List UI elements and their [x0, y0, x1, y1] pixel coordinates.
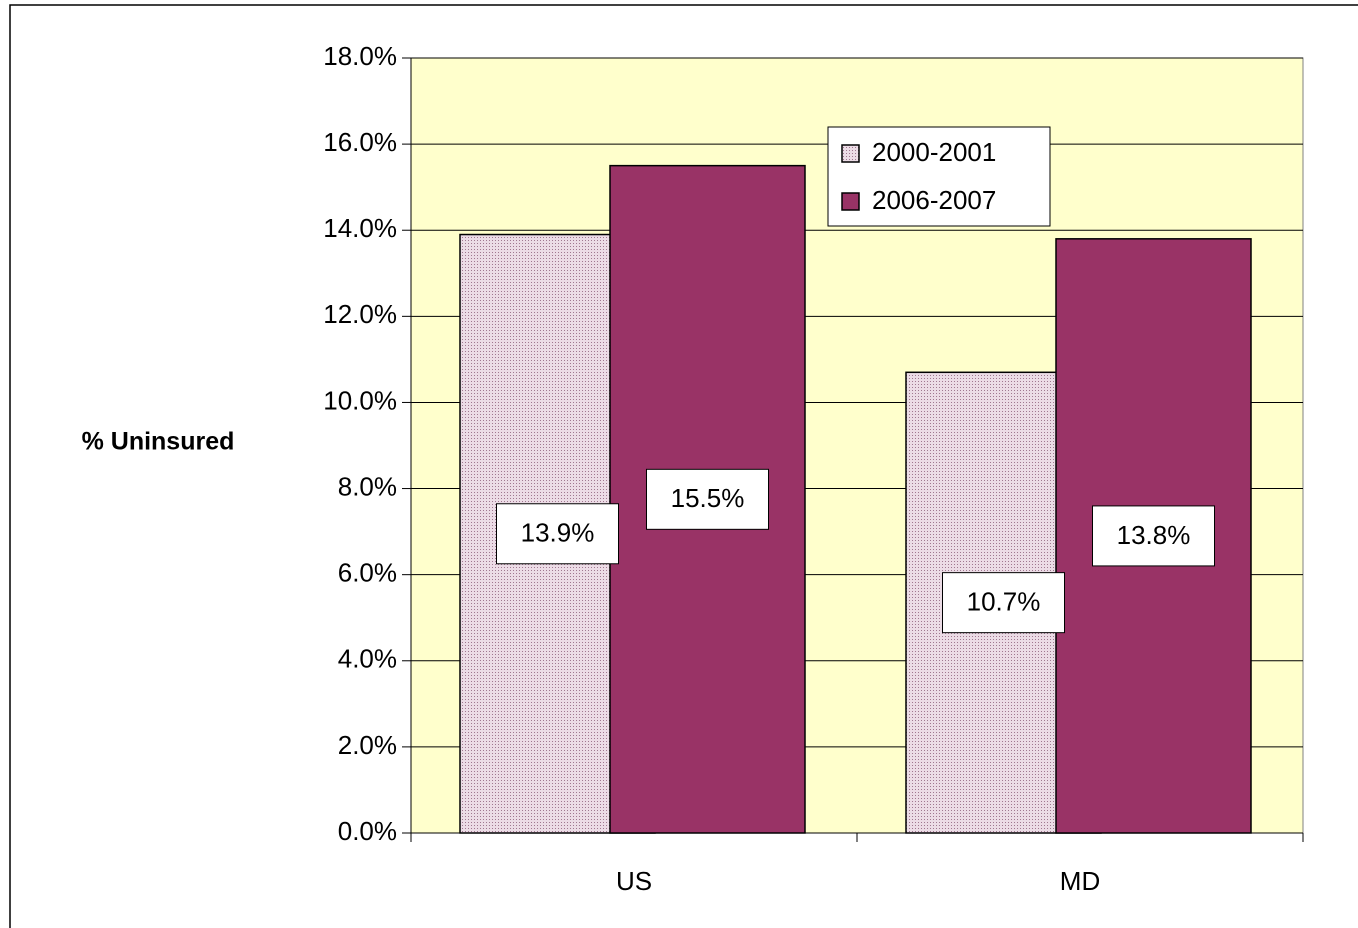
data-label-box [496, 503, 619, 565]
y-tick-label: 14.0% [323, 213, 397, 243]
y-axis-label: % Uninsured [82, 428, 235, 456]
y-tick-label: 16.0% [323, 127, 397, 157]
y-tick-label: 4.0% [338, 644, 397, 674]
data-label: 13.8% [1117, 520, 1191, 550]
data-label-box [646, 468, 769, 530]
x-tick-label: MD [1060, 866, 1100, 896]
x-tick-label: US [616, 866, 652, 896]
data-label: 13.9% [521, 518, 595, 548]
y-tick-label: 8.0% [338, 471, 397, 501]
y-tick-label: 12.0% [323, 299, 397, 329]
data-label: 15.5% [671, 483, 745, 513]
y-tick-label: 2.0% [338, 730, 397, 760]
y-tick-label: 6.0% [338, 558, 397, 588]
legend-swatch [841, 192, 860, 211]
y-tick-label: 18.0% [323, 41, 397, 71]
legend-label: 2006-2007 [872, 185, 996, 215]
data-label: 10.7% [967, 587, 1041, 617]
frame [9, 4, 1358, 928]
data-label-box [942, 572, 1065, 634]
legend-swatch [841, 144, 860, 163]
data-label-box [1092, 505, 1215, 567]
legend [827, 126, 1051, 227]
y-tick-label: 10.0% [323, 385, 397, 415]
legend-label: 2000-2001 [872, 137, 996, 167]
y-tick-label: 0.0% [338, 816, 397, 846]
